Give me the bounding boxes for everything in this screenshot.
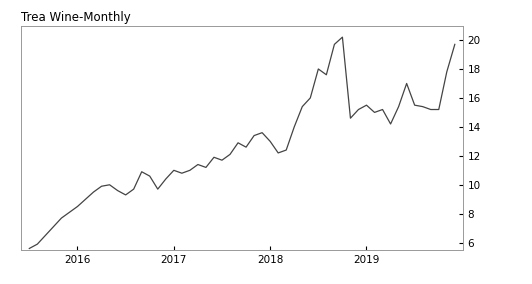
Text: Trea Wine-Monthly: Trea Wine-Monthly (21, 11, 131, 24)
